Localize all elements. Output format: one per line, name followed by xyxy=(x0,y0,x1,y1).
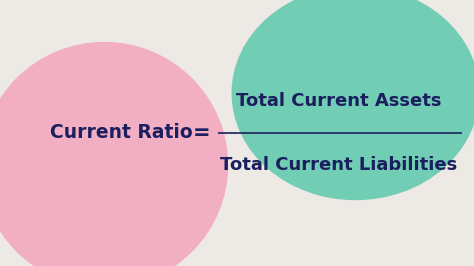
Text: =: = xyxy=(192,123,210,143)
Text: Current Ratio: Current Ratio xyxy=(50,123,192,143)
Ellipse shape xyxy=(0,43,228,266)
Text: Total Current Assets: Total Current Assets xyxy=(236,92,442,110)
Text: Total Current Liabilities: Total Current Liabilities xyxy=(220,156,457,174)
Ellipse shape xyxy=(232,0,474,200)
